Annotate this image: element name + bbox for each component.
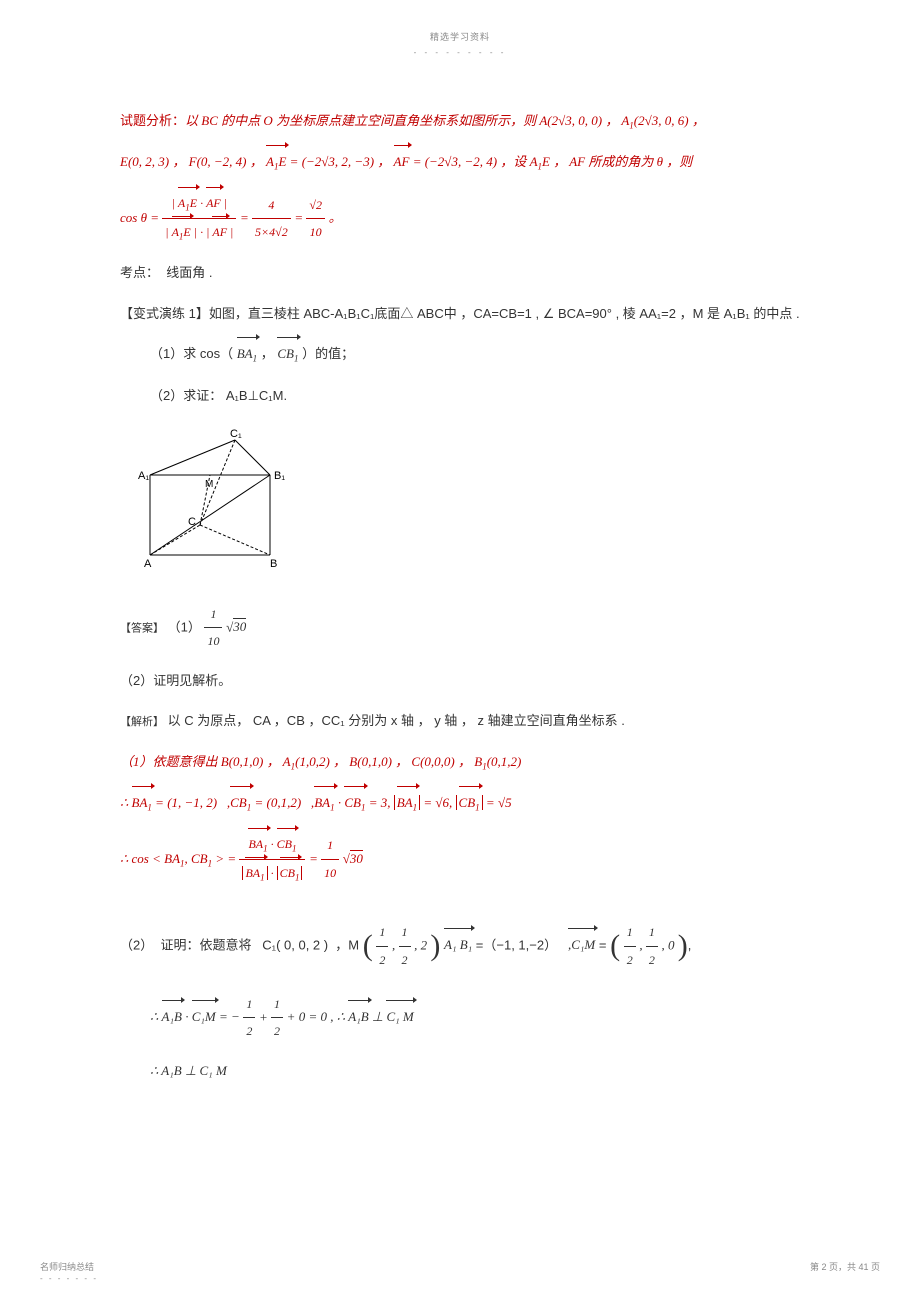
q1-v1: BA1	[237, 340, 257, 369]
cos-formula: cos θ = | A1E · AF | | A1E | · | AF | = …	[120, 190, 800, 247]
svg-text:B₁: B₁	[274, 470, 285, 482]
q2-text: （2）求证： A₁B⊥C₁M.	[150, 388, 287, 403]
footer-left-dots: - - - - - - -	[40, 1274, 98, 1283]
answer-label: 【答案】	[120, 622, 164, 634]
svg-text:A₁: A₁	[138, 470, 149, 482]
proof2: （2） 证明：依题意将 C₁( 0, 0, 2 ) ，M ( 12 , 12 ,…	[120, 913, 800, 979]
jiexi-label: 【解析】	[120, 716, 164, 728]
svg-text:M: M	[205, 479, 213, 490]
main-content: 试题分析：以 BC 的中点 O 为坐标原点建立空间直角坐标系如图所示，则 A(2…	[120, 107, 800, 1085]
ba1-line: ∴ BA1 = (1, −1, 2) ,CB1 = (0,1,2) ,BA1 ·…	[120, 789, 800, 818]
jiexi-text: 以 C 为原点， CA ，CB ，CC₁ 分别为 x 轴 ， y 轴 ， z 轴…	[168, 713, 625, 728]
q1-v2: CB1	[277, 340, 298, 369]
line1-text: 以 BC 的中点 O 为坐标原点建立空间直角坐标系如图所示，则 A(2√3, 0…	[185, 113, 705, 128]
header-dots: - - - - - - - - -	[120, 48, 800, 57]
question2: （2）求证： A₁B⊥C₁M.	[120, 382, 800, 411]
analysis-line1: 试题分析：以 BC 的中点 O 为坐标原点建立空间直角坐标系如图所示，则 A(2…	[120, 107, 800, 136]
svg-text:C: C	[188, 516, 196, 528]
cos-ba1: ∴ cos < BA1, CB1 > = BA1 · CB1 BA1 · CB1…	[120, 831, 800, 888]
answer1-label: （1）	[168, 619, 201, 634]
answer: 【答案】 （1） 1 10 √30	[120, 601, 800, 655]
kaodian: 考点： 线面角 .	[120, 259, 800, 288]
kaodian-text: 线面角 .	[166, 265, 212, 280]
coords-line: E(0, 2, 3) ， F(0, −2, 4) ， A1E = (−2√3, …	[120, 154, 692, 169]
final2: ∴ A₁B ⊥ C₁ M	[120, 1057, 800, 1086]
variant: 【变式演练 1】如图，直三棱柱 ABC-A₁B₁C₁底面△ ABC中 ，CA=C…	[120, 300, 800, 329]
header-title: 精选学习资料	[120, 30, 800, 43]
final1: ∴ A₁B · C₁M = − 12 + 12 + 0 = 0 , ∴ A₁B …	[120, 991, 800, 1045]
answer2: （2）证明见解析。	[120, 667, 800, 696]
svg-text:B: B	[270, 558, 277, 570]
footer-left: 名师归纳总结	[40, 1260, 94, 1273]
question1: （1）求 cos（ BA1 ， CB1 ）的值；	[120, 340, 800, 369]
variant-text: 如图，直三棱柱 ABC-A₁B₁C₁底面△ ABC中 ，CA=CB=1 , ∠ …	[209, 306, 800, 321]
q1-comma: ，	[261, 346, 274, 361]
jiexi: 【解析】 以 C 为原点， CA ，CB ，CC₁ 分别为 x 轴 ， y 轴 …	[120, 707, 800, 736]
analysis-line2: E(0, 2, 3) ， F(0, −2, 4) ， A1E = (−2√3, …	[120, 148, 800, 177]
analysis-label: 试题分析：	[120, 113, 185, 128]
svg-text:A: A	[144, 558, 152, 570]
q1-end: ）的值；	[302, 346, 354, 361]
proof1: （1）依题意得出 B(0,1,0) ， A1(1,0,2) ， B(0,1,0)…	[120, 748, 800, 777]
prism-diagram: C₁ A₁ B₁ M C A B	[130, 425, 800, 586]
kaodian-label: 考点：	[120, 265, 159, 280]
proof2-label: （2） 证明：依题意将 C₁( 0, 0, 2 ) ，M	[120, 937, 363, 952]
period: 。	[329, 210, 342, 225]
svg-text:C₁: C₁	[230, 428, 242, 440]
q1-label: （1）求 cos（	[150, 346, 233, 361]
variant-label: 【变式演练 1】	[120, 306, 209, 321]
footer-right: 第 2 页，共 41 页	[810, 1260, 880, 1273]
